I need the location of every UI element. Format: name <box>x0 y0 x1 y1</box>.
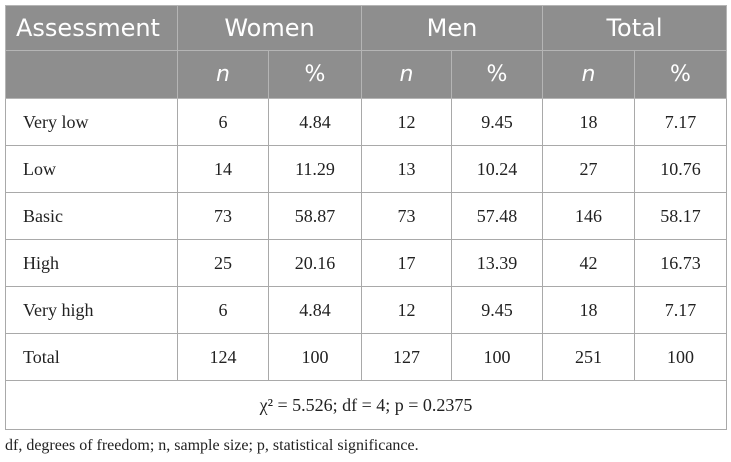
column-header-assessment: Assessment <box>5 5 178 51</box>
table-cell: 11.29 <box>268 145 362 193</box>
table-cell: 7.17 <box>634 98 727 146</box>
table-row: Total 124 100 127 100 251 100 <box>5 333 727 381</box>
table-row: Basic 73 58.87 73 57.48 146 58.17 <box>5 192 727 240</box>
table-cell: 6 <box>177 98 269 146</box>
table-cell: 58.17 <box>634 192 727 240</box>
table-cell: 14 <box>177 145 269 193</box>
table-cell: 17 <box>361 239 452 287</box>
table-cell: 9.45 <box>451 98 543 146</box>
table-cell: 127 <box>361 333 452 381</box>
row-label: High <box>5 239 178 287</box>
table-cell: 25 <box>177 239 269 287</box>
table-cell: 100 <box>634 333 727 381</box>
table-cell: 7.17 <box>634 286 727 334</box>
table-cell: 73 <box>361 192 452 240</box>
table-footnote: df, degrees of freedom; n, sample size; … <box>5 437 419 454</box>
table-cell: 6 <box>177 286 269 334</box>
table-cell: 18 <box>542 286 635 334</box>
table-cell: 27 <box>542 145 635 193</box>
row-label: Very high <box>5 286 178 334</box>
row-label: Total <box>5 333 178 381</box>
subheader-men-percent: % <box>451 50 543 99</box>
subheader-men-n: n <box>361 50 452 99</box>
table-row: High 25 20.16 17 13.39 42 16.73 <box>5 239 727 287</box>
table-cell: 9.45 <box>451 286 543 334</box>
column-group-men: Men <box>361 5 543 51</box>
table-cell: 10.24 <box>451 145 543 193</box>
table-cell: 100 <box>451 333 543 381</box>
table-cell: 18 <box>542 98 635 146</box>
table-row: Very high 6 4.84 12 9.45 18 7.17 <box>5 286 727 334</box>
table-cell: 73 <box>177 192 269 240</box>
table-cell: 12 <box>361 98 452 146</box>
table-cell: 100 <box>268 333 362 381</box>
table-cell: 57.48 <box>451 192 543 240</box>
subheader-total-percent: % <box>634 50 727 99</box>
row-label: Basic <box>5 192 178 240</box>
table-cell: 42 <box>542 239 635 287</box>
table-cell: 13.39 <box>451 239 543 287</box>
table-cell: 58.87 <box>268 192 362 240</box>
table-cell: 4.84 <box>268 98 362 146</box>
table-cell: 146 <box>542 192 635 240</box>
table-container: Assessment Women Men Total n % n % n % V… <box>5 5 727 430</box>
header-row-groups: Assessment Women Men Total <box>5 5 727 51</box>
header-row-subheaders: n % n % n % <box>5 50 727 99</box>
subheader-women-n: n <box>177 50 269 99</box>
row-label: Very low <box>5 98 178 146</box>
subheader-women-percent: % <box>268 50 362 99</box>
table-cell: 251 <box>542 333 635 381</box>
table-cell: 124 <box>177 333 269 381</box>
subheader-total-n: n <box>542 50 635 99</box>
chi-square-note: χ² = 5.526; df = 4; p = 0.2375 <box>5 380 727 430</box>
column-group-total: Total <box>542 5 727 51</box>
column-header-empty <box>5 50 178 99</box>
table-cell: 13 <box>361 145 452 193</box>
stat-note-row: χ² = 5.526; df = 4; p = 0.2375 <box>5 380 727 430</box>
row-label: Low <box>5 145 178 193</box>
table-row: Very low 6 4.84 12 9.45 18 7.17 <box>5 98 727 146</box>
table-cell: 4.84 <box>268 286 362 334</box>
assessment-table: Assessment Women Men Total n % n % n % V… <box>5 5 727 430</box>
column-group-women: Women <box>177 5 362 51</box>
table-cell: 10.76 <box>634 145 727 193</box>
table-cell: 16.73 <box>634 239 727 287</box>
table-row: Low 14 11.29 13 10.24 27 10.76 <box>5 145 727 193</box>
table-cell: 20.16 <box>268 239 362 287</box>
table-cell: 12 <box>361 286 452 334</box>
